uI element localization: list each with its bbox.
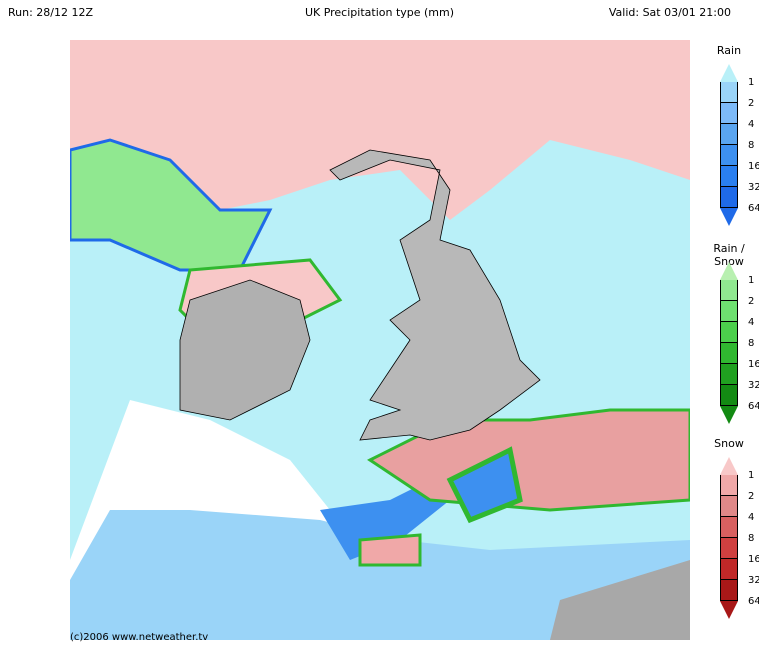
legend-swatch bbox=[720, 517, 738, 538]
legend-swatch bbox=[720, 280, 738, 301]
legend-label: 8 bbox=[748, 140, 755, 151]
legend-swatch bbox=[720, 82, 738, 103]
channel-rain bbox=[446, 446, 523, 524]
legend-label: 4 bbox=[748, 119, 755, 130]
legend-arrow-top bbox=[720, 262, 738, 280]
legend-arrow-top bbox=[720, 64, 738, 82]
map-title: UK Precipitation type (mm) bbox=[304, 6, 455, 19]
legend-swatch bbox=[720, 322, 738, 343]
snow-area-brittany bbox=[358, 533, 422, 567]
legend-label: 8 bbox=[748, 533, 755, 544]
rain-heavy-area bbox=[320, 480, 450, 560]
legend-swatch bbox=[720, 559, 738, 580]
precipitation-map bbox=[70, 40, 690, 640]
legend-arrow-top bbox=[720, 457, 738, 475]
legend-label: 2 bbox=[748, 296, 755, 307]
legend-label: 32 bbox=[748, 575, 759, 586]
legend-swatch bbox=[720, 580, 738, 601]
legend-label: 16 bbox=[748, 161, 759, 172]
legend-swatch bbox=[720, 166, 738, 187]
legend-swatch bbox=[720, 364, 738, 385]
legend-swatch bbox=[720, 301, 738, 322]
legend-arrow-bottom bbox=[720, 601, 738, 619]
snow-area-north bbox=[70, 40, 690, 220]
copyright: (c)2006 www.netweather.tv bbox=[70, 632, 209, 643]
legend-swatch bbox=[720, 343, 738, 364]
legend-label: 32 bbox=[748, 182, 759, 193]
legend-arrow-bottom bbox=[720, 208, 738, 226]
ireland-land bbox=[179, 279, 311, 421]
legend-swatch bbox=[720, 187, 738, 208]
legend-title: Snow bbox=[714, 437, 744, 450]
legend-swatch bbox=[720, 475, 738, 496]
legend-swatch bbox=[720, 145, 738, 166]
great-britain-land bbox=[329, 149, 541, 441]
legend-swatch bbox=[720, 538, 738, 559]
valid-time: Valid: Sat 03/01 21:00 bbox=[608, 6, 731, 19]
legend-arrow-bottom bbox=[720, 406, 738, 424]
legend-label: 1 bbox=[748, 77, 755, 88]
legend-swatch bbox=[720, 385, 738, 406]
legend-swatch bbox=[720, 496, 738, 517]
legend-label: 2 bbox=[748, 98, 755, 109]
legend-label: 1 bbox=[748, 275, 755, 286]
france-land bbox=[550, 560, 690, 640]
legend-label: 4 bbox=[748, 512, 755, 523]
legend-label: 16 bbox=[748, 554, 759, 565]
run-time: Run: 28/12 12Z bbox=[8, 6, 94, 19]
legend-title: Rain bbox=[716, 44, 742, 57]
legend-label: 1 bbox=[748, 470, 755, 481]
legend-label: 8 bbox=[748, 338, 755, 349]
legend-label: 64 bbox=[748, 203, 759, 214]
legend-label: 16 bbox=[748, 359, 759, 370]
legend-label: 32 bbox=[748, 380, 759, 391]
legend-label: 4 bbox=[748, 317, 755, 328]
legend-label: 2 bbox=[748, 491, 755, 502]
rain-moderate-area bbox=[70, 510, 690, 640]
legend-swatch bbox=[720, 124, 738, 145]
legend-swatch bbox=[720, 103, 738, 124]
mix-area-west bbox=[70, 138, 273, 272]
legend-label: 64 bbox=[748, 401, 759, 412]
legend-label: 64 bbox=[748, 596, 759, 607]
